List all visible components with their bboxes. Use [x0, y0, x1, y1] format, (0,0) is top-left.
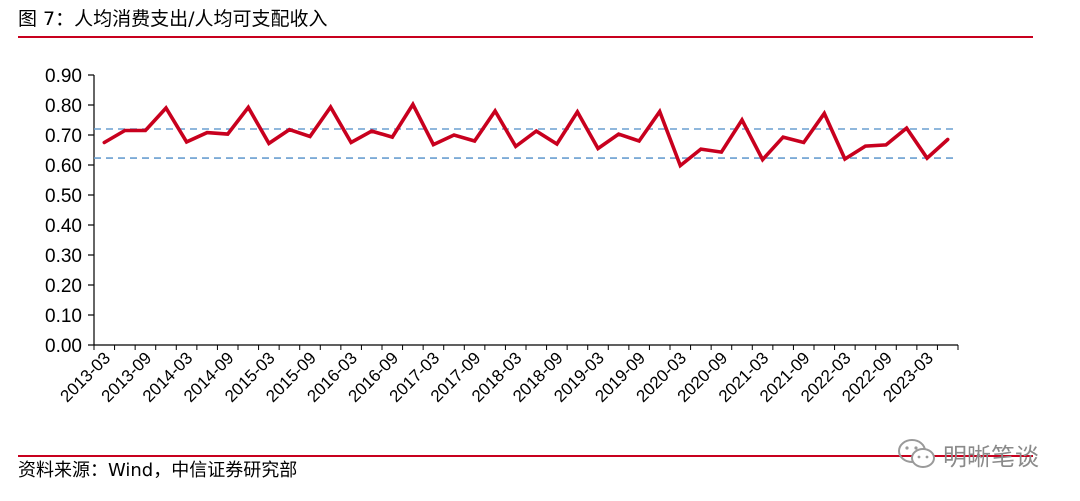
- data-point: [597, 147, 599, 150]
- data-point: [617, 133, 620, 135]
- data-point: [905, 127, 908, 129]
- data-point: [103, 141, 106, 144]
- data-point: [268, 142, 270, 145]
- data-point: [802, 141, 805, 144]
- data-point: [165, 107, 167, 109]
- data-point: [700, 148, 702, 150]
- data-point: [741, 119, 743, 121]
- source-note: 资料来源：Wind，中信证券研究部: [18, 460, 298, 481]
- data-point: [247, 106, 250, 109]
- y-tick-label: 0.40: [45, 216, 82, 237]
- data-point: [473, 140, 476, 142]
- data-point: [226, 133, 229, 135]
- data-point: [844, 158, 846, 160]
- y-tick-label: 0.00: [45, 336, 82, 357]
- y-tick-label: 0.10: [45, 306, 82, 327]
- data-point: [288, 128, 291, 131]
- y-axis: 0.00 0.10 0.20 0.30 0.40 0.50 0.60 0.70 0.80 0.90: [45, 66, 95, 357]
- y-tick-label: 0.60: [45, 156, 82, 177]
- data-point: [370, 130, 373, 132]
- page-title: 图 7：人均消费支出/人均可支配收入: [18, 8, 328, 30]
- data-point: [638, 140, 640, 142]
- data-point: [679, 164, 682, 167]
- y-tick-label: 0.70: [45, 126, 82, 147]
- data-point: [391, 136, 394, 138]
- y-tick-label: 0.20: [45, 276, 82, 297]
- data-point: [782, 136, 784, 138]
- watermark-text: 明晰笔谈: [943, 442, 1039, 471]
- data-point: [329, 106, 332, 108]
- data-point: [926, 157, 928, 159]
- title-divider: [18, 36, 1033, 38]
- data-point: [144, 129, 147, 132]
- data-point: [453, 134, 455, 136]
- data-point: [350, 141, 352, 144]
- data-point: [206, 131, 208, 134]
- wechat-icon: [898, 439, 935, 468]
- series-line: [102, 100, 950, 169]
- data-point: [514, 145, 517, 148]
- data-point: [185, 141, 188, 143]
- data-point: [535, 130, 538, 132]
- data-point: [823, 112, 826, 115]
- data-point: [576, 111, 579, 113]
- data-point: [658, 110, 661, 113]
- data-point: [412, 103, 414, 106]
- footer-divider: [18, 455, 1033, 457]
- data-point: [720, 151, 723, 153]
- data-point: [761, 158, 764, 161]
- y-tick-label: 0.80: [45, 96, 82, 117]
- x-axis: 2013-032013-092014-032014-092015-032015-…: [57, 344, 959, 406]
- data-point: [556, 143, 558, 145]
- watermark: 明晰笔谈: [897, 436, 1039, 472]
- data-point: [946, 138, 949, 141]
- data-point: [494, 110, 496, 112]
- data-point: [124, 129, 126, 132]
- y-tick-label: 0.90: [45, 66, 82, 87]
- y-tick-label: 0.50: [45, 186, 82, 207]
- data-point: [864, 145, 867, 147]
- series-group: [102, 100, 950, 169]
- y-tick-label: 0.30: [45, 246, 82, 267]
- data-point: [885, 144, 887, 146]
- data-point: [309, 135, 311, 138]
- data-point: [432, 143, 435, 146]
